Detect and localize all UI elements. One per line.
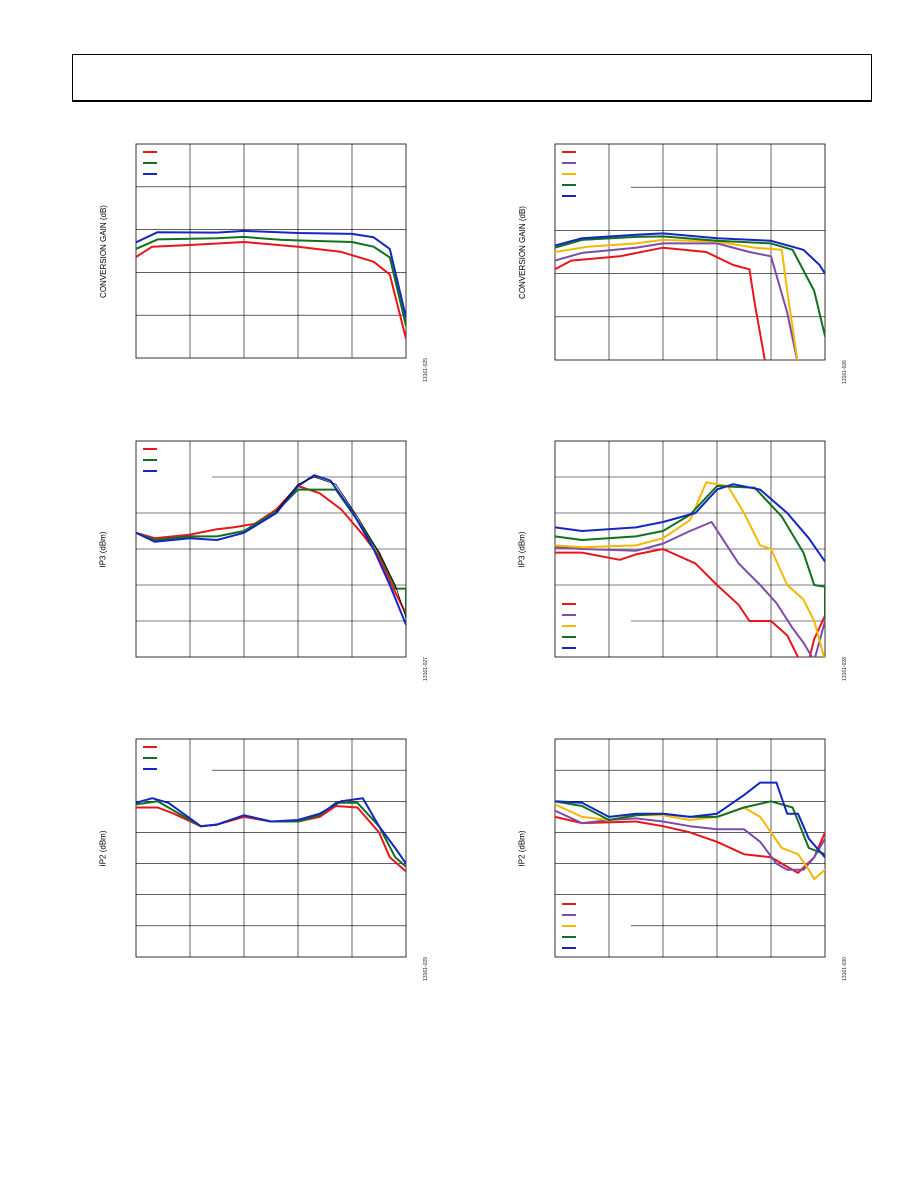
figure-code: 13161-026 (841, 360, 848, 384)
figure-code: 13161-025 (422, 358, 429, 382)
y-axis-label: CONVERSION GAIN (dB) (517, 205, 527, 299)
chart-6 (554, 738, 826, 958)
figure-code: 13161-029 (422, 957, 429, 981)
series-line-purple (555, 521, 825, 657)
plot-frame (554, 738, 826, 958)
series-line-red (555, 548, 825, 657)
series-line-blue (555, 781, 825, 859)
series-line-purple (555, 242, 799, 360)
series-line-green (136, 488, 406, 619)
series-line-red (136, 805, 406, 873)
series-line-red (555, 246, 766, 360)
series-line-blue (136, 229, 406, 319)
plot-frame (135, 738, 407, 958)
figure-code: 13161-027 (422, 657, 429, 681)
series-line-blue (136, 474, 406, 626)
chart-2 (554, 143, 826, 361)
series-line-green (136, 800, 406, 868)
plot-frame (135, 143, 407, 359)
figure-code: 13161-030 (841, 957, 848, 981)
y-axis-label: IP3 (dBm) (517, 530, 527, 568)
series-line-thin (275, 476, 406, 618)
y-axis-label: IP3 (dBm) (98, 530, 108, 568)
series-line-green (555, 235, 825, 338)
y-axis-label: CONVERSION GAIN (dB) (98, 204, 108, 298)
series-line-red (136, 241, 406, 340)
series-line-green (136, 235, 406, 327)
chart-3 (135, 440, 407, 658)
series-line-orange (555, 481, 825, 657)
y-axis-label: IP2 (dBm) (98, 829, 108, 867)
chart-5 (135, 738, 407, 958)
series-line-green (555, 485, 825, 619)
chart-4 (554, 440, 826, 658)
series-line-blue (555, 232, 825, 275)
chart-1 (135, 143, 407, 359)
series-line-blue (136, 797, 406, 865)
series-line-red (136, 485, 406, 615)
figure-code: 13161-028 (841, 657, 848, 681)
y-axis-label: IP2 (dBm) (517, 829, 527, 867)
series-line-blue (555, 483, 825, 563)
page-header-box (72, 54, 872, 102)
